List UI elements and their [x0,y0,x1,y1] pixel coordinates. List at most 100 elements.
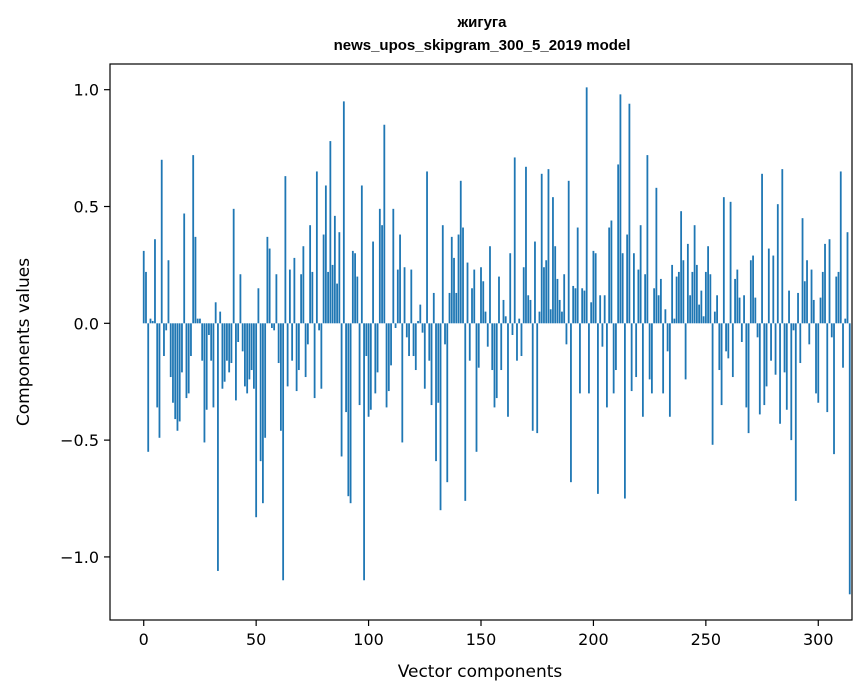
bar-124 [421,323,424,333]
bar-184 [556,278,559,324]
bar-254 [713,311,716,324]
bar-312 [844,318,847,324]
bar-246 [695,264,698,324]
bar-220 [637,269,640,324]
bar-252 [709,274,712,324]
bar-120 [412,323,415,357]
bar-248 [700,290,703,324]
bar-27 [203,323,206,443]
bar-156 [493,323,496,408]
bar-65 [288,269,291,324]
bar-102 [372,241,374,324]
bar-207 [608,227,611,324]
bar-231 [662,323,665,394]
bar-39 [230,323,233,364]
x-tick-label: 300 [803,630,834,649]
bar-190 [570,323,572,483]
bar-38 [228,323,231,373]
bar-55 [266,236,269,324]
bar-94 [354,253,356,324]
bars-group [142,87,851,595]
bar-309 [837,271,840,324]
bar-225 [648,323,651,380]
bar-232 [664,309,667,324]
bar-291 [797,292,799,324]
bar-136 [448,292,451,324]
bar-60 [277,323,280,364]
bar-285 [783,323,786,373]
bar-151 [482,281,485,324]
bar-57 [270,323,273,328]
bar-253 [711,323,714,445]
bar-12 [169,323,172,378]
bar-127 [428,323,431,361]
bar-290 [794,323,797,501]
bar-262 [731,323,734,378]
bar-196 [583,290,586,324]
bar-29 [208,323,210,335]
bar-256 [718,323,721,371]
bar-62 [282,323,285,581]
bar-185 [558,299,561,324]
bar-128 [430,323,433,406]
bar-301 [819,297,822,324]
bar-105 [378,208,381,324]
bar-171 [527,295,530,324]
bar-3 [149,318,152,324]
bar-80 [322,234,325,324]
bar-214 [624,323,626,499]
bar-213 [621,253,624,324]
bar-26 [201,323,204,361]
bar-292 [799,323,802,364]
bar-109 [387,323,390,392]
bar-49 [253,323,255,389]
bar-84 [331,264,334,324]
bar-31 [212,323,215,408]
bar-159 [500,323,503,371]
y-tick-label: 0.5 [74,198,99,217]
x-axis-label: Vector components [398,662,563,682]
bar-209 [612,323,615,394]
bar-172 [529,299,532,324]
bar-202 [597,323,599,494]
bar-234 [668,323,671,417]
bar-58 [273,323,276,331]
bar-91 [347,323,350,497]
bar-198 [588,323,590,394]
bar-146 [471,288,473,324]
bar-32 [214,302,217,324]
bar-192 [574,288,577,324]
bar-96 [358,323,361,406]
bar-37 [226,323,228,361]
bar-178 [543,267,545,324]
bar-177 [540,173,543,324]
bar-72 [304,323,307,378]
bar-8 [160,159,163,324]
bar-201 [594,253,597,324]
bar-85 [333,215,336,324]
bar-164 [511,323,514,335]
bar-310 [839,171,842,324]
bar-97 [360,185,363,324]
bar-70 [300,274,303,324]
x-tick-label: 50 [246,630,266,649]
bar-293 [801,218,804,324]
bar-311 [842,323,844,368]
bar-121 [414,323,417,371]
bar-78 [318,323,321,331]
bar-182 [552,197,554,324]
x-tick-label: 200 [578,630,609,649]
bar-87 [338,232,341,324]
bar-295 [806,260,808,324]
bar-130 [435,323,437,462]
bar-155 [491,323,494,371]
bar-0 [142,250,145,324]
bar-199 [590,302,593,324]
bar-175 [536,323,539,434]
x-axis-ticks: 0 50 100 150 200 250 300 [139,620,834,649]
bar-195 [581,288,584,324]
bar-298 [812,299,815,324]
x-tick-label: 150 [466,630,497,649]
bar-208 [610,220,613,324]
bar-218 [633,253,635,324]
